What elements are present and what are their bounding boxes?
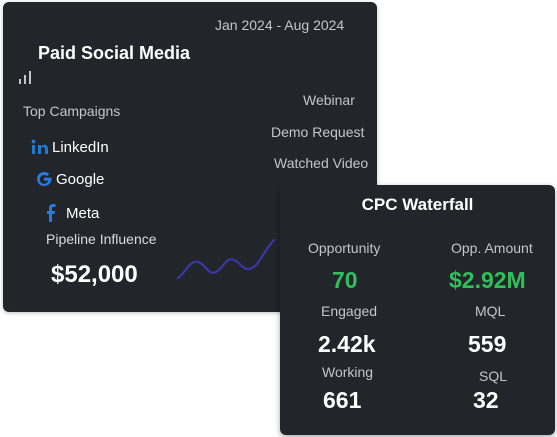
opp-amount-value: $2.92M — [449, 267, 526, 293]
campaign-label: Meta — [66, 204, 100, 222]
google-icon — [37, 172, 52, 186]
legend-demo-request: Demo Request — [271, 124, 365, 140]
working-value: 661 — [323, 387, 362, 413]
campaign-label: Google — [56, 170, 105, 188]
opp-amount-label: Opp. Amount — [451, 240, 533, 256]
sql-label: SQL — [479, 368, 508, 384]
pipeline-influence-value: $52,000 — [51, 261, 138, 288]
opportunity-value: 70 — [332, 267, 358, 293]
legend-webinar: Webinar — [303, 92, 355, 108]
mql-value: 559 — [468, 331, 507, 357]
cpc-waterfall-card: CPC Waterfall Opportunity 70 Opp. Amount… — [280, 185, 555, 435]
campaign-google[interactable]: Google — [34, 169, 104, 189]
engaged-label: Engaged — [321, 303, 378, 319]
card-title: CPC Waterfall — [361, 195, 474, 214]
top-campaigns-label: Top Campaigns — [23, 103, 121, 119]
opportunity-label: Opportunity — [308, 240, 381, 256]
pipeline-influence-label: Pipeline Influence — [46, 231, 157, 247]
mql-label: MQL — [475, 303, 506, 319]
sparkline — [176, 238, 276, 280]
campaign-label: LinkedIn — [52, 138, 109, 156]
paid-social-card: Jan 2024 - Aug 2024 Paid Social Media To… — [3, 2, 377, 312]
campaign-linkedin[interactable]: LinkedIn — [30, 137, 109, 157]
bar-chart-icon — [19, 71, 31, 84]
working-label: Working — [322, 364, 374, 380]
linkedin-icon — [31, 139, 48, 154]
date-range: Jan 2024 - Aug 2024 — [215, 17, 345, 33]
campaign-meta[interactable]: Meta — [44, 203, 99, 223]
engaged-value: 2.42k — [318, 331, 376, 357]
card-title: Paid Social Media — [38, 43, 191, 63]
sql-value: 32 — [473, 387, 499, 413]
legend-watched-video: Watched Video — [274, 155, 369, 171]
facebook-icon — [47, 204, 56, 222]
